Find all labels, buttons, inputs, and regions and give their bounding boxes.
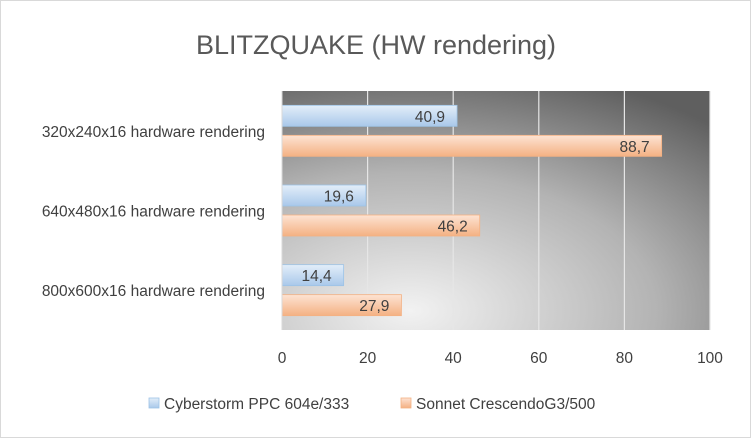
- data-label: 19,6: [324, 189, 354, 206]
- category-label: 320x240x16 hardware rendering: [42, 124, 265, 141]
- chart-title: BLITZQUAKE (HW rendering): [196, 30, 556, 60]
- x-tick-label: 100: [697, 350, 723, 367]
- data-label: 88,7: [619, 139, 649, 156]
- category-label: 800x600x16 hardware rendering: [42, 283, 265, 300]
- data-label: 46,2: [438, 219, 468, 236]
- plot-area: [282, 91, 710, 330]
- legend-swatch: [148, 397, 160, 409]
- data-label: 14,4: [301, 268, 332, 285]
- category-label: 640x480x16 hardware rendering: [42, 204, 265, 221]
- legend-label: Sonnet CrescendoG3/500: [416, 396, 596, 413]
- x-tick-label: 20: [359, 350, 377, 367]
- x-tick-label: 80: [616, 350, 634, 367]
- data-label: 27,9: [359, 298, 389, 315]
- data-label: 40,9: [415, 109, 445, 126]
- x-tick-label: 40: [445, 350, 463, 367]
- x-tick-label: 60: [530, 350, 548, 367]
- legend-swatch: [400, 397, 412, 409]
- x-tick-label: 0: [278, 350, 287, 367]
- legend-label: Cyberstorm PPC 604e/333: [164, 396, 349, 413]
- bar-sonnet: [281, 134, 663, 157]
